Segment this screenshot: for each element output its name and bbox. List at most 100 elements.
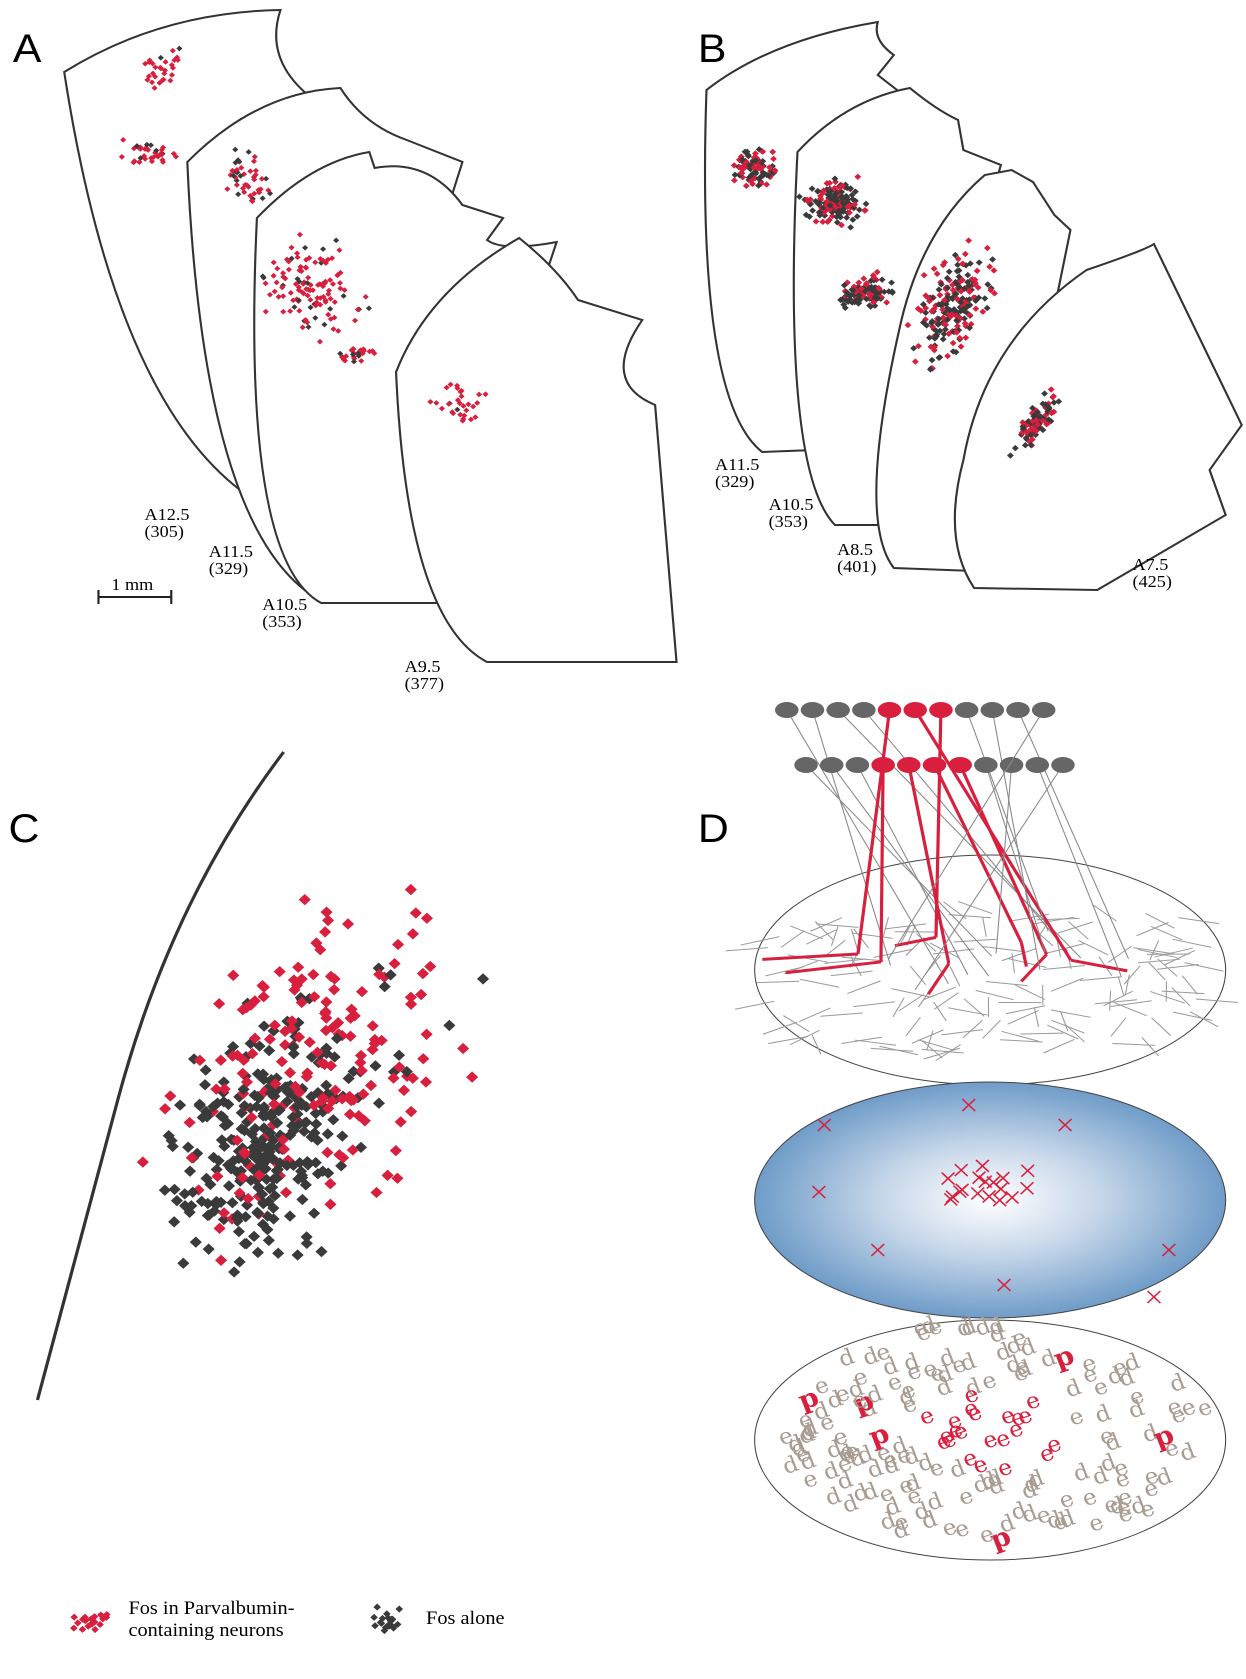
neuron-soma	[775, 702, 799, 718]
dendrite	[912, 1030, 944, 1043]
axon	[832, 765, 989, 976]
dendrite	[1108, 946, 1132, 963]
dendrite	[1185, 963, 1224, 972]
axon	[909, 765, 949, 964]
dendrite	[1157, 964, 1199, 969]
cell-dot	[213, 998, 225, 1009]
neuron-soma	[981, 702, 1005, 718]
cell-dot	[280, 1187, 292, 1198]
cell-dot	[301, 1231, 313, 1242]
cell-dot	[70, 1625, 78, 1632]
cell-dot	[239, 1238, 251, 1249]
dendrite	[1152, 1018, 1171, 1036]
dendrite	[1051, 978, 1083, 991]
dendrite	[922, 1049, 964, 1053]
dendrite	[1182, 976, 1197, 995]
dendrite	[1078, 940, 1108, 954]
panel-label: A	[13, 25, 42, 70]
cell-dot	[356, 986, 368, 997]
panel-d: ddddedeededdeedepeddepdeeeeedddeddeddeee…	[726, 702, 1239, 1560]
section-number: (305)	[145, 522, 185, 541]
cell-dot	[308, 1208, 320, 1219]
cell-dot	[284, 1067, 296, 1078]
dendrite	[1124, 966, 1140, 985]
neuron-soma	[852, 702, 876, 718]
dendrite	[986, 982, 1028, 986]
axon	[881, 765, 883, 962]
cell-dot	[365, 1080, 377, 1091]
dendrite	[799, 1008, 830, 1022]
cell-dot	[407, 928, 419, 939]
neuron-soma	[878, 702, 902, 718]
neuron-soma	[1006, 702, 1030, 718]
cell-dot	[457, 1043, 469, 1054]
cell-dot	[370, 1187, 382, 1198]
axon	[888, 710, 1044, 959]
dendrite	[899, 995, 924, 1011]
scale-label: 1 mm	[111, 575, 153, 594]
cell-dot	[335, 1160, 347, 1171]
dendrite	[910, 966, 925, 985]
cell-dot	[398, 1085, 410, 1096]
cell-dot	[284, 1210, 296, 1221]
dendrite	[1118, 976, 1124, 996]
cell-dot	[344, 1109, 356, 1120]
cell-dot	[321, 906, 333, 917]
dendrite	[885, 924, 926, 929]
cell-dot	[387, 1072, 399, 1083]
cell-dot	[327, 1114, 339, 1125]
dendrite	[847, 981, 880, 994]
dendrite	[918, 1040, 954, 1051]
dendrite	[1043, 1039, 1074, 1053]
dendrite	[942, 1030, 983, 1035]
cell-dot	[382, 1170, 394, 1181]
cell-dot	[324, 1199, 336, 1210]
dendrite	[820, 1013, 862, 1016]
cell-dot	[137, 1156, 149, 1167]
neuron-soma	[826, 702, 850, 718]
dendrite	[1162, 991, 1205, 993]
cell-dot	[477, 973, 489, 984]
cell-dot	[315, 1246, 327, 1257]
dendrite	[879, 1046, 918, 1055]
section-number: (329)	[715, 472, 755, 491]
cell-dot	[373, 1604, 381, 1611]
dendrite	[1148, 962, 1165, 980]
cell-dot	[320, 996, 332, 1007]
panel-label: C	[9, 805, 40, 850]
cell-dot	[370, 1614, 378, 1621]
neuron-soma	[948, 757, 972, 773]
cell-dot	[307, 969, 319, 980]
cell-dot	[211, 1171, 223, 1182]
cell-dot	[200, 1064, 212, 1075]
dendrite	[1178, 918, 1219, 924]
neuron-soma	[955, 702, 979, 718]
cell-dot	[424, 961, 436, 972]
cell-dot	[355, 1050, 367, 1061]
dendrite	[726, 948, 768, 951]
cell-dot	[292, 1249, 304, 1260]
cell-dot	[395, 1116, 407, 1127]
neuron-soma	[974, 757, 998, 773]
cell-dot	[252, 1247, 264, 1258]
dendrite	[893, 998, 904, 1017]
dendrite	[831, 926, 838, 946]
neuron-soma	[1051, 757, 1075, 773]
cell-dot	[321, 1147, 333, 1158]
panel-a: 1 mm	[64, 10, 676, 662]
dendrite	[1155, 948, 1193, 957]
cell-dot	[164, 1090, 176, 1101]
cell-dot	[389, 958, 401, 969]
dendrite	[781, 931, 804, 948]
cell-dot	[415, 989, 427, 1000]
cell-dot	[168, 1184, 180, 1195]
cell-dot	[417, 968, 429, 979]
cell-dot	[393, 1050, 405, 1061]
dendrite	[1142, 1037, 1159, 1055]
figure: 1 mm ddddedeededdeedepeddepdeeeeedddedde…	[0, 0, 1246, 1679]
cell-dot	[405, 1106, 417, 1117]
cell-dot	[177, 1258, 189, 1269]
dendrite	[1172, 939, 1211, 947]
dendrite	[983, 1020, 1001, 1038]
dendrite	[853, 1002, 895, 1007]
